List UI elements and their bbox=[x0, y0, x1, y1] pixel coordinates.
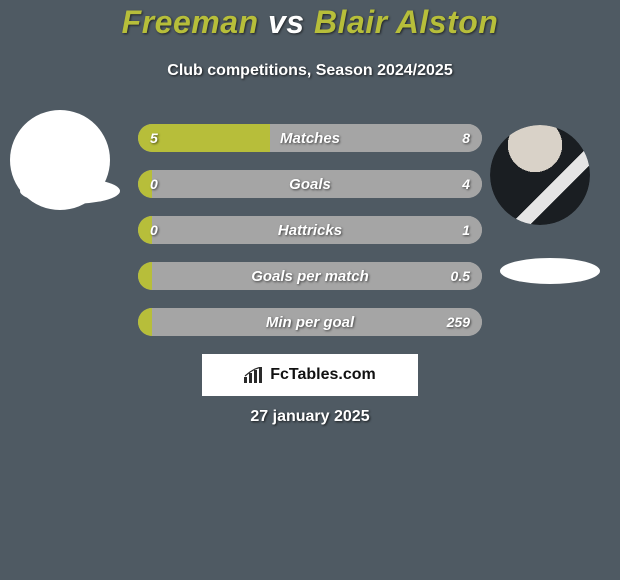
bar-chart-icon bbox=[244, 367, 264, 383]
stat-fill-right bbox=[152, 216, 482, 244]
stat-value-right: 259 bbox=[447, 308, 470, 336]
title-player-2: Blair Alston bbox=[314, 4, 498, 40]
player-right-name-pill bbox=[500, 258, 600, 284]
stat-fill-left bbox=[138, 262, 152, 290]
page-title: Freeman vs Blair Alston bbox=[0, 4, 620, 41]
stat-value-left: 0 bbox=[150, 216, 158, 244]
stat-fill-left bbox=[138, 308, 152, 336]
title-player-1: Freeman bbox=[122, 4, 259, 40]
stat-value-left: 0 bbox=[150, 170, 158, 198]
player-right-photo-img bbox=[490, 125, 590, 225]
stat-row: Hattricks01 bbox=[138, 216, 482, 244]
player-right-photo bbox=[490, 125, 590, 225]
stat-value-right: 8 bbox=[462, 124, 470, 152]
stat-value-right: 1 bbox=[462, 216, 470, 244]
stat-row: Goals per match0.5 bbox=[138, 262, 482, 290]
stat-fill-right bbox=[270, 124, 482, 152]
stat-row: Goals04 bbox=[138, 170, 482, 198]
date-text: 27 january 2025 bbox=[0, 408, 620, 426]
player-left-name-pill bbox=[20, 178, 120, 204]
logo-text: FcTables.com bbox=[270, 366, 376, 384]
stat-fill-right bbox=[152, 308, 482, 336]
subtitle: Club competitions, Season 2024/2025 bbox=[0, 62, 620, 80]
stats-bars: Matches58Goals04Hattricks01Goals per mat… bbox=[138, 124, 482, 354]
stat-fill-right bbox=[152, 170, 482, 198]
comparison-infographic: Freeman vs Blair Alston Club competition… bbox=[0, 0, 620, 580]
stat-value-right: 4 bbox=[462, 170, 470, 198]
stat-value-left: 5 bbox=[150, 124, 158, 152]
title-vs: vs bbox=[268, 4, 305, 40]
stat-row: Matches58 bbox=[138, 124, 482, 152]
stat-fill-right bbox=[152, 262, 482, 290]
stat-value-right: 0.5 bbox=[451, 262, 470, 290]
stat-row: Min per goal259 bbox=[138, 308, 482, 336]
fctables-logo: FcTables.com bbox=[202, 354, 418, 396]
